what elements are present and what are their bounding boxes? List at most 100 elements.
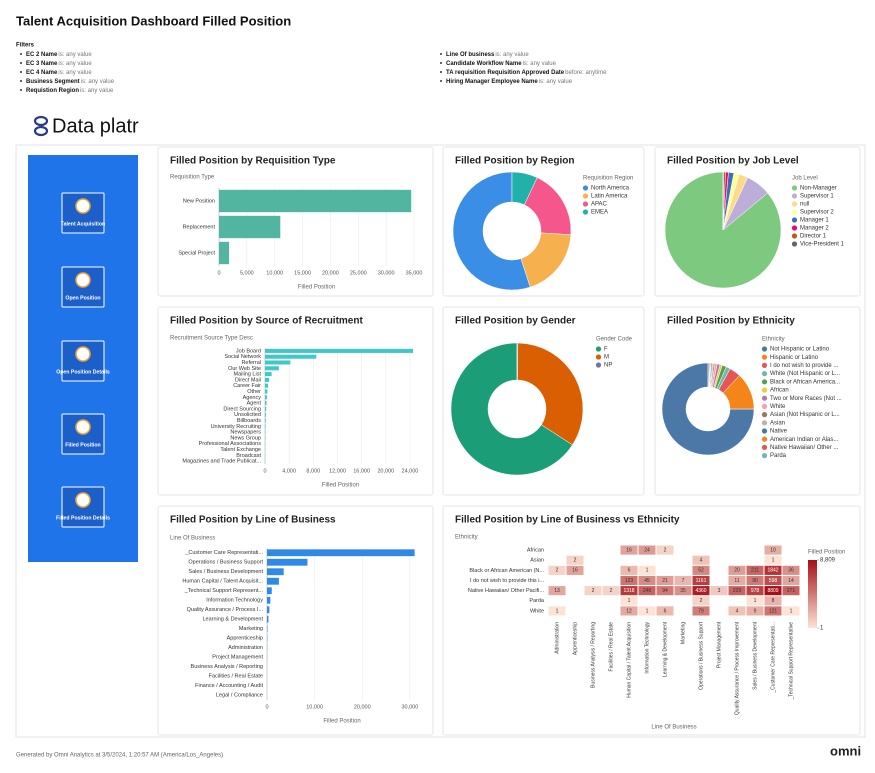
cell-label: 94: [662, 588, 668, 594]
legend-label: Supervisor 1: [800, 194, 834, 200]
legend-title: Ethnicity: [762, 337, 785, 343]
bar: [265, 418, 266, 423]
x-tick-label: 0: [263, 468, 266, 474]
legend-title: Filled Position: [808, 550, 845, 556]
filter-field: Requistion Region: [26, 88, 79, 94]
heat-cell: [692, 596, 710, 606]
legend-label: American Indian or Alas...: [770, 437, 839, 443]
filter-field: EC 2 Name: [26, 52, 58, 58]
x-tick-label: Human Capital / Talent Acquisition: [626, 622, 632, 698]
x-tick-label: 15,000: [294, 270, 311, 276]
x-tick-label: 35,000: [406, 270, 423, 276]
filter-field: Line Of business: [446, 52, 495, 58]
cell-label: 121: [769, 608, 778, 614]
heat-cell: [692, 555, 710, 565]
heat-cell: [638, 586, 656, 596]
heat-cell: [746, 565, 764, 575]
x-tick-label: 30,000: [378, 270, 395, 276]
y-tick-label: _Technical Support Represent...: [184, 588, 264, 594]
logo-text: Data platr: [52, 115, 139, 137]
bar: [267, 549, 415, 557]
filter-bullet: [440, 71, 442, 73]
cell-label: 1: [790, 608, 793, 614]
nav-item[interactable]: Filled Position Details: [56, 486, 110, 528]
nav-label[interactable]: Filled Position Details: [56, 515, 110, 521]
heat-cell: [566, 555, 584, 565]
y-tick-label: Our Web Site: [228, 366, 261, 372]
heat-cell: [782, 606, 800, 616]
heat-cell: [764, 586, 782, 596]
heat-cell: [656, 606, 674, 616]
legend-swatch: [595, 354, 602, 360]
x-tick-label: 0: [217, 270, 220, 276]
x-tick-label: Sales / Business Development: [752, 621, 758, 689]
cell-label: 2: [610, 588, 613, 594]
nav-icon: [75, 272, 91, 288]
legend-swatch: [791, 193, 798, 199]
x-tick-label: 20,000: [322, 270, 339, 276]
nav-label[interactable]: Open Position Details: [56, 369, 110, 375]
legend-label: APAC: [591, 202, 608, 208]
x-tick-label: Marketing: [680, 622, 686, 644]
filter-condition: is: any value: [80, 88, 114, 94]
cell-label: 6: [628, 568, 631, 574]
cell-label: 14: [788, 578, 794, 584]
nav-item[interactable]: Open Position Details: [56, 340, 110, 382]
cell-label: 16: [626, 547, 632, 553]
cell-label: 4: [736, 608, 739, 614]
bar: [267, 577, 279, 585]
chart-title: Filled Position by Gender: [455, 316, 576, 327]
y-tick-label: Professional Associations: [199, 441, 262, 447]
bar: [267, 596, 271, 604]
y-tick-label: Career Fair: [233, 383, 261, 389]
cell-label: 1: [646, 568, 649, 574]
filter-bullet: [20, 53, 22, 55]
legend-label: Supervisor 2: [800, 210, 834, 216]
y-axis-title: Recruitment Source Type Desc: [170, 336, 253, 342]
heat-cell: [746, 586, 764, 596]
y-tick-label: Sales / Business Development: [188, 569, 263, 575]
nav-label[interactable]: Talent Acquisition: [61, 221, 105, 227]
filter-condition: is: any value: [58, 61, 92, 67]
heat-cell: [566, 565, 584, 575]
cell-label: 1161: [696, 578, 707, 584]
x-tick-label: 30,000: [401, 704, 418, 710]
filter-condition: is: any value: [58, 52, 92, 58]
heat-cell: [602, 586, 620, 596]
nav-item[interactable]: Filled Position: [61, 413, 105, 455]
legend-label: Vice-President 1: [800, 242, 845, 248]
y-tick-label: Finance / Accounting / Audit: [195, 683, 263, 689]
legend-title: Requisition Region: [583, 176, 633, 182]
bar: [267, 568, 284, 576]
legend-swatch: [761, 420, 768, 426]
cell-label: 20: [734, 568, 740, 574]
y-tick-label: News Group: [230, 435, 261, 441]
heat-cell: [638, 545, 656, 555]
x-axis-title: Filled Position: [322, 483, 359, 489]
legend-label: F: [604, 347, 608, 353]
y-tick-label: African: [527, 548, 544, 554]
y-tick-label: Unsolicited: [234, 412, 261, 418]
y-tick-label: Asian: [530, 558, 544, 564]
nav-item[interactable]: Talent Acquisition: [61, 192, 105, 234]
cell-label: 246: [643, 588, 652, 594]
slice: [511, 171, 538, 206]
nav-label[interactable]: Open Position: [65, 295, 100, 301]
heat-cell: [620, 596, 638, 606]
nav-item[interactable]: Open Position: [61, 266, 105, 308]
cell-label: 2: [556, 568, 559, 574]
filter-condition: is: any value: [58, 70, 92, 76]
bar: [265, 372, 272, 377]
nav-icon: [75, 198, 91, 214]
heat-cell: [746, 596, 764, 606]
chart-title: Filled Position by Region: [455, 156, 574, 167]
chart-card: [442, 505, 861, 736]
heat-cell: [656, 586, 674, 596]
cell-label: 11: [734, 578, 739, 584]
cell-label: 3: [718, 588, 721, 594]
x-tick-label: 16,000: [353, 468, 370, 474]
nav-label[interactable]: Filled Position: [65, 442, 100, 448]
legend-label: M: [604, 355, 609, 361]
heat-cell: [710, 586, 728, 596]
y-tick-label: Replacement: [183, 224, 216, 230]
